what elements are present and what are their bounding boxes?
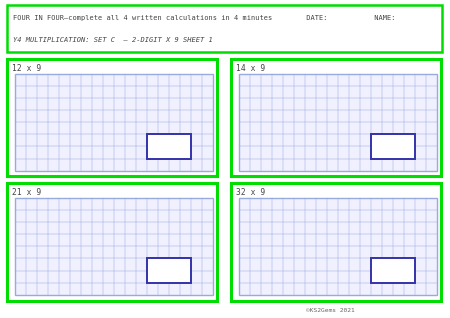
Bar <box>147 259 191 283</box>
Bar <box>15 74 213 170</box>
Text: 14 x 9: 14 x 9 <box>236 64 266 73</box>
Bar <box>239 198 437 294</box>
Text: 12 x 9: 12 x 9 <box>12 64 41 73</box>
Text: 21 x 9: 21 x 9 <box>12 188 41 197</box>
Bar <box>147 135 191 159</box>
Bar <box>371 259 415 283</box>
Bar <box>15 198 213 294</box>
Text: ©KS2Gems 2021: ©KS2Gems 2021 <box>306 308 355 313</box>
Text: 32 x 9: 32 x 9 <box>236 188 266 197</box>
Bar <box>239 74 437 170</box>
Bar <box>371 135 415 159</box>
Text: FOUR IN FOUR—complete all 4 written calculations in 4 minutes        DATE:      : FOUR IN FOUR—complete all 4 written calc… <box>14 15 396 21</box>
Text: Y4 MULTIPLICATION: SET C  — 2-DIGIT X 9 SHEET 1: Y4 MULTIPLICATION: SET C — 2-DIGIT X 9 S… <box>14 38 213 44</box>
